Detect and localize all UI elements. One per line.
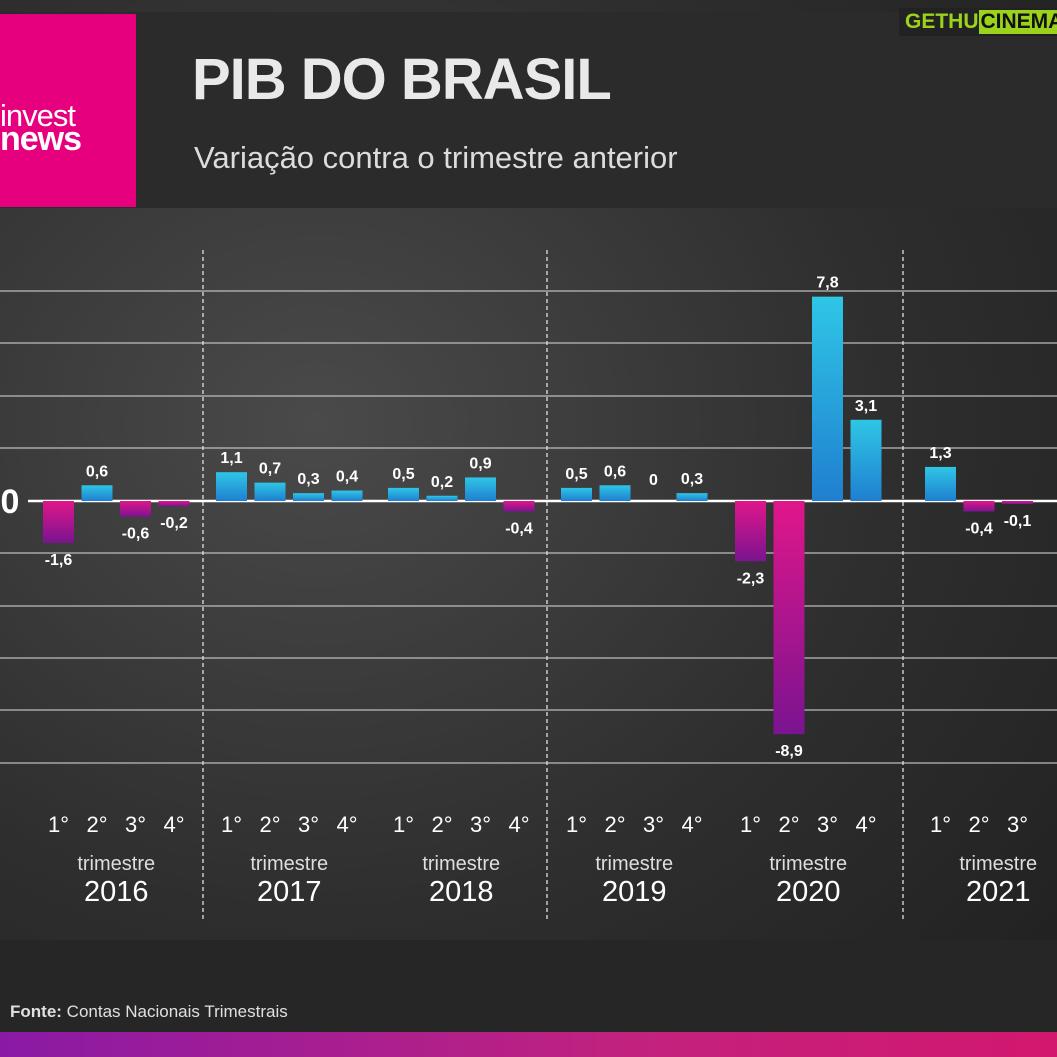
data-label: 0,3 (681, 471, 703, 488)
quarter-tick-label: 1° (740, 812, 761, 837)
quarter-axis-label: trimestre (77, 853, 155, 875)
quarter-tick-label: 2° (86, 812, 107, 837)
quarter-axis-label: trimestre (422, 853, 500, 875)
bar-positive (561, 487, 592, 501)
quarter-tick-label: 1° (930, 812, 951, 837)
watermark-part2: CINEMA (978, 10, 1057, 34)
bar-negative (773, 501, 805, 735)
bottom-accent-bar (0, 1032, 1057, 1057)
data-label: 1,1 (220, 450, 242, 467)
data-label: -0,4 (505, 520, 533, 537)
bar-negative (735, 501, 766, 562)
data-label: 0,9 (469, 455, 491, 472)
quarter-tick-label: 4° (508, 812, 529, 837)
quarter-tick-label: 2° (431, 812, 452, 837)
quarter-tick-label: 4° (336, 812, 357, 837)
data-label: 0,2 (431, 474, 453, 491)
bar-positive (81, 485, 113, 501)
quarter-tick-label: 4° (681, 812, 702, 837)
logo: invest news (0, 14, 136, 207)
zero-label: 0 (1, 483, 20, 521)
year-label: 2019 (602, 876, 667, 908)
bar-negative (503, 501, 535, 512)
bar-negative (1002, 501, 1033, 504)
quarter-tick-label: 3° (643, 812, 664, 837)
quarter-axis-label: trimestre (769, 853, 847, 875)
bar-positive (331, 490, 363, 501)
data-label: -8,9 (775, 743, 803, 760)
data-label: -0,1 (1004, 513, 1032, 530)
bar-negative (963, 501, 995, 512)
quarter-tick-label: 3° (298, 812, 319, 837)
data-label: 0,4 (336, 469, 358, 486)
quarter-tick-label: 1° (393, 812, 414, 837)
watermark: GETHU CINEMA (899, 8, 1057, 36)
bar-positive (676, 493, 708, 501)
footer-band (0, 940, 1057, 1032)
year-label: 2021 (966, 876, 1031, 908)
year-label: 2017 (257, 876, 322, 908)
chart-subtitle: Variação contra o trimestre anterior (194, 140, 678, 175)
data-label: 0,6 (86, 463, 108, 480)
quarter-tick-label: 1° (221, 812, 242, 837)
data-label: 0 (649, 472, 658, 489)
bar-positive (850, 419, 882, 501)
bar-positive (216, 472, 247, 501)
quarter-tick-label: 4° (855, 812, 876, 837)
quarter-tick-label: 4° (163, 812, 184, 837)
quarter-axis-label: trimestre (595, 853, 673, 875)
bar-positive (925, 466, 956, 501)
data-label: 0,6 (604, 463, 626, 480)
data-label: 0,5 (565, 466, 587, 483)
source-note: Fonte: Contas Nacionais Trimestrais (10, 1002, 288, 1022)
quarter-tick-label: 3° (125, 812, 146, 837)
chart-title: PIB DO BRASIL (192, 47, 612, 112)
bar-positive (293, 493, 324, 501)
bar-positive (465, 477, 496, 501)
bar-positive (812, 296, 843, 501)
source-text: Contas Nacionais Trimestrais (66, 1002, 288, 1021)
data-label: 0,7 (259, 461, 281, 478)
quarter-axis-label: trimestre (959, 853, 1037, 875)
data-label: 3,1 (855, 398, 877, 415)
data-label: -0,2 (160, 515, 188, 532)
logo-line2: news (0, 120, 82, 158)
logo-line1: invest (0, 98, 76, 133)
data-label: -1,6 (45, 552, 73, 569)
bar-negative (158, 501, 190, 507)
header-band (0, 12, 1057, 208)
source-label: Fonte: (10, 1002, 62, 1021)
bar-negative (43, 501, 74, 543)
quarter-tick-label: 3° (1007, 812, 1028, 837)
quarter-tick-label: 1° (566, 812, 587, 837)
data-label: -0,6 (122, 526, 150, 543)
data-label: 7,8 (816, 275, 838, 292)
data-label: 0,5 (392, 466, 414, 483)
quarter-axis-label: trimestre (250, 853, 328, 875)
quarter-tick-label: 2° (259, 812, 280, 837)
quarter-tick-label: 1° (48, 812, 69, 837)
data-label: 1,3 (929, 445, 951, 462)
bar-positive (388, 487, 419, 501)
bar-positive (254, 482, 286, 501)
quarter-tick-label: 2° (778, 812, 799, 837)
watermark-part1: GETHU (905, 10, 979, 33)
bar-positive (426, 495, 458, 501)
data-label: 0,3 (297, 471, 319, 488)
quarter-tick-label: 3° (817, 812, 838, 837)
quarter-tick-label: 2° (604, 812, 625, 837)
bar-negative (120, 501, 151, 517)
bar-positive (599, 485, 631, 501)
quarter-tick-label: 3° (470, 812, 491, 837)
year-label: 2020 (776, 876, 841, 908)
year-label: 2018 (429, 876, 494, 908)
data-label: -2,3 (737, 570, 765, 587)
quarter-tick-label: 2° (968, 812, 989, 837)
year-label: 2016 (84, 876, 149, 908)
data-label: -0,4 (965, 520, 993, 537)
